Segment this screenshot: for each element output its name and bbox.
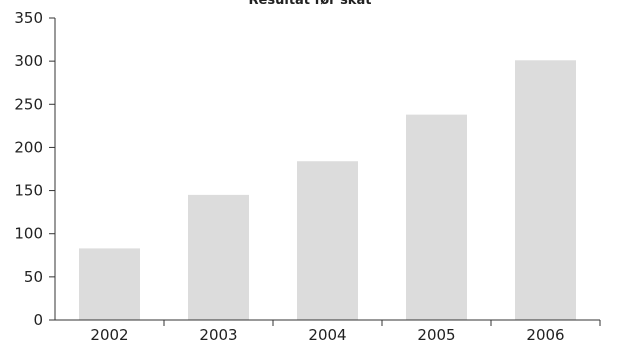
x-tick-label-2002: 2002 bbox=[90, 326, 128, 342]
x-tick-label-2003: 2003 bbox=[199, 326, 237, 342]
y-tick-label-150: 150 bbox=[14, 182, 43, 200]
y-tick-label-100: 100 bbox=[14, 225, 43, 243]
x-tick-label-2005: 2005 bbox=[417, 326, 455, 342]
y-tick-label-250: 250 bbox=[14, 95, 43, 113]
bar-2005 bbox=[406, 114, 467, 320]
y-tick-label-200: 200 bbox=[14, 138, 43, 156]
bar-2004 bbox=[297, 161, 358, 320]
plot-area: 0 50 100 150 200 250 300 350 2002 2003 2004 2005 200… bbox=[14, 9, 601, 342]
y-tick-label-0: 0 bbox=[33, 311, 43, 329]
x-tick-label-2004: 2004 bbox=[308, 326, 346, 342]
y-tick-label-300: 300 bbox=[14, 52, 43, 70]
y-tick-label-350: 350 bbox=[14, 9, 43, 27]
y-tick-label-50: 50 bbox=[24, 268, 43, 286]
bar-2006 bbox=[515, 60, 576, 320]
x-tick-label-2006: 2006 bbox=[526, 326, 564, 342]
chart-title: Resultat før skat bbox=[249, 0, 372, 8]
bar-2003 bbox=[188, 194, 249, 320]
bar-2002 bbox=[79, 248, 140, 320]
